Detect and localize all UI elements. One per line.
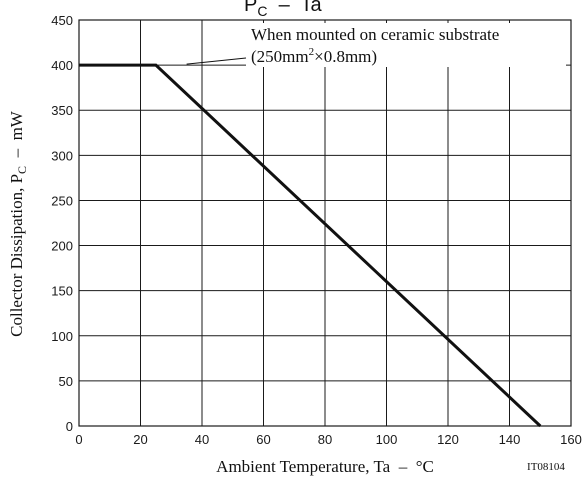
y-tick-label: 0 (66, 419, 73, 434)
series-line-pc (79, 63, 542, 428)
y-tick-label: 400 (51, 58, 73, 73)
plot-frame (78, 19, 572, 427)
annotation-background (246, 23, 566, 67)
chart-title-tail: – Ta (267, 0, 322, 16)
x-tick-label: 140 (499, 432, 521, 447)
y-tick-label: 100 (51, 329, 73, 344)
x-tick-label: 20 (133, 432, 147, 447)
x-tick-labels: 0 20 40 60 80 100 120 140 160 (75, 432, 581, 447)
x-tick-label: 0 (75, 432, 82, 447)
y-tick-label: 50 (59, 374, 73, 389)
annotation-line-2-post: ×0.8mm) (314, 47, 377, 66)
x-tick-label: 120 (437, 432, 459, 447)
figure-code: IT08104 (527, 461, 565, 473)
y-axis-label-sub: C (15, 166, 29, 174)
x-axis-label: Ambient Temperature, Ta – °C (216, 457, 434, 476)
y-axis-label-tail: – mW (7, 110, 26, 166)
chart-title-main: P (244, 0, 257, 16)
y-tick-label: 200 (51, 239, 73, 254)
x-tick-label: 40 (195, 432, 209, 447)
y-tick-label: 450 (51, 13, 73, 28)
annotation-leader-line (186, 57, 247, 65)
y-axis-label: Collector Dissipation, PC – mW (7, 110, 29, 337)
x-tick-label: 60 (256, 432, 270, 447)
grid-lines (79, 20, 571, 426)
annotation-line-2: (250mm2×0.8mm) (251, 46, 377, 66)
y-tick-label: 150 (51, 284, 73, 299)
annotation-line-2-pre: (250mm (251, 47, 309, 66)
annotation-line-2-sup: 2 (309, 46, 315, 58)
y-tick-labels: 0 50 100 150 200 250 300 350 400 450 (51, 13, 73, 434)
y-axis-label-main: Collector Dissipation, P (7, 174, 26, 337)
x-tick-label: 100 (376, 432, 398, 447)
x-tick-label: 80 (318, 432, 332, 447)
chart-title: PC – Ta (244, 0, 322, 19)
chart-title-sub: C (257, 3, 267, 19)
y-tick-label: 250 (51, 193, 73, 208)
annotation-line-1: When mounted on ceramic substrate (251, 25, 499, 44)
y-tick-label: 350 (51, 103, 73, 118)
y-tick-label: 300 (51, 148, 73, 163)
x-tick-label: 160 (560, 432, 582, 447)
